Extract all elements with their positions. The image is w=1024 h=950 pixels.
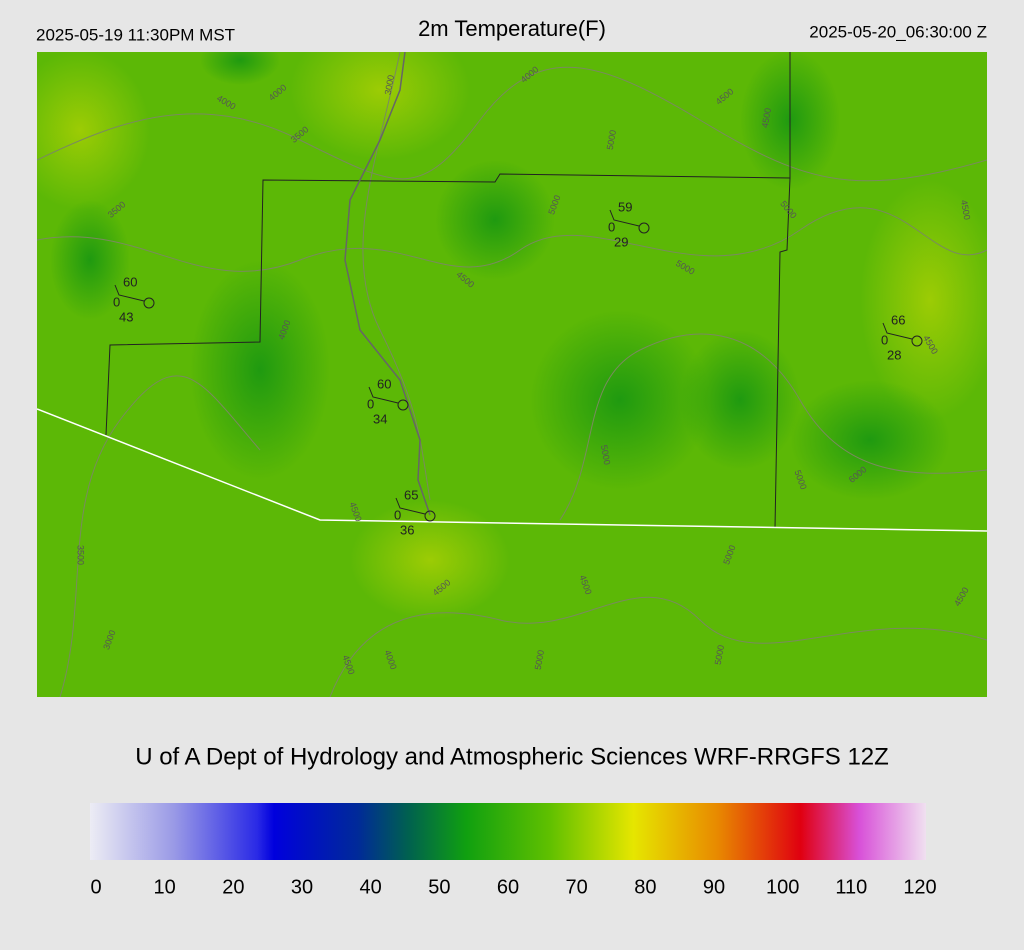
colorbar-tick-label: 80 [634,876,656,898]
valid-time-utc: 2025-05-20_06:30:00 Z [809,22,987,41]
station-circle [424,510,436,522]
contour-label: 3000 [383,74,396,95]
station-dewpoint: 29 [614,234,628,249]
contour-lines [37,52,987,697]
station-circle [143,297,155,309]
station-temperature: 60 [377,376,391,391]
colorbar-tick-label: 0 [90,876,101,898]
colorbar-tick-label: 120 [903,876,936,898]
station-dewpoint: 34 [373,411,387,426]
valid-time-local: 2025-05-19 11:30PM MST [36,25,235,44]
contour-label: 4500 [959,199,972,220]
contour-label: 3500 [76,545,86,565]
contour-label: 5000 [605,129,618,150]
colorbar-tick-label: 70 [566,876,588,898]
map-title: 2m Temperature(F) [418,16,606,41]
station-wind: 0 [113,294,120,309]
station-wind: 0 [608,219,615,234]
temperature-shading [37,52,987,620]
station-temperature: 65 [404,487,418,502]
contour-label: 4500 [760,107,773,128]
colorbar-tick-label: 10 [154,876,176,898]
station-wind: 0 [881,332,888,347]
wind-barb [368,386,399,404]
colorbar-ticks: 0 10 20 30 40 50 60 70 80 90 100 110 120 [90,876,936,898]
colorbar-tick-label: 90 [703,876,725,898]
station-circle [638,222,650,234]
station-dewpoint: 36 [400,522,414,537]
station-dewpoint: 28 [887,347,901,362]
station-wind: 0 [394,507,401,522]
map-background [37,52,987,697]
station-temperature: 59 [618,199,632,214]
station-wind: 0 [367,396,374,411]
wind-barb [609,209,640,227]
colorbar-tick-label: 50 [428,876,450,898]
wind-barb [114,284,145,302]
colorbar-tick-label: 100 [766,876,799,898]
station-temperature: 60 [123,274,137,289]
colorbar-tick-label: 20 [222,876,244,898]
station-dewpoint: 43 [119,309,133,324]
station-circle [911,335,923,347]
station-circle [397,399,409,411]
colorbar-tick-label: 110 [835,876,867,898]
wind-barb [882,322,913,340]
contour-label: 5000 [599,444,612,465]
colorbar [90,803,926,860]
wind-barb [395,497,426,515]
colorbar-tick-label: 60 [497,876,519,898]
contour-label: 5000 [533,649,546,670]
credit: U of A Dept of Hydrology and Atmospheric… [135,743,889,770]
colorbar-tick-label: 30 [291,876,313,898]
colorbar-tick-label: 40 [360,876,382,898]
station-temperature: 66 [891,312,905,327]
contour-label: 5000 [713,644,726,665]
boundaries [37,52,987,532]
